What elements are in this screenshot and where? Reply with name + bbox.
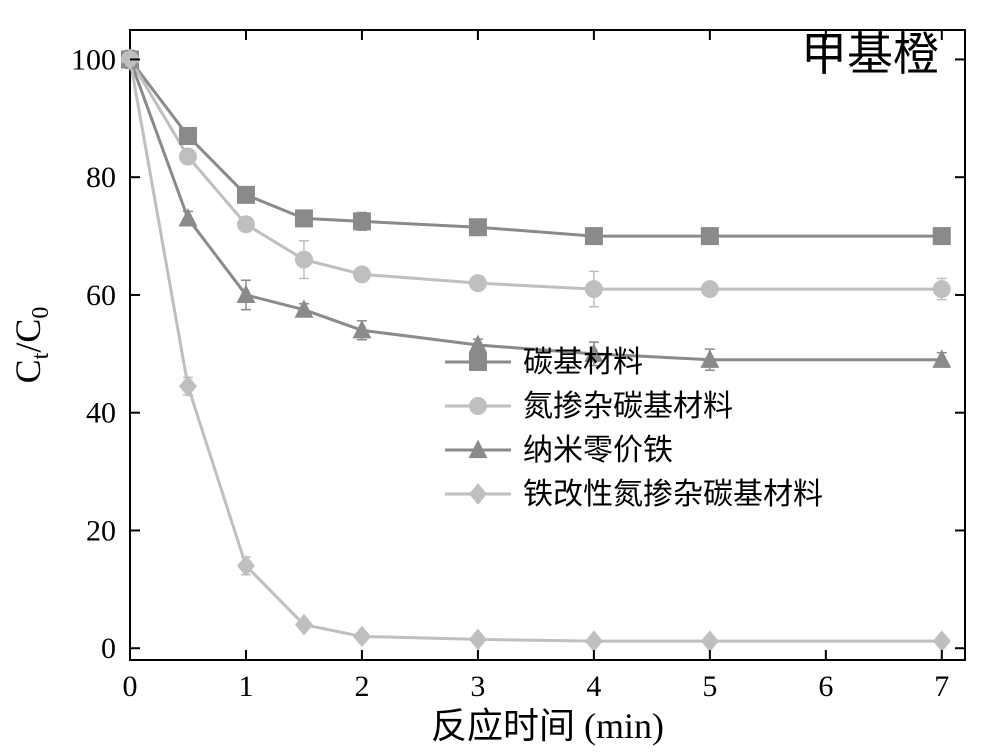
marker-triangle: [179, 208, 198, 226]
marker-square: [585, 227, 603, 245]
marker-square: [295, 209, 313, 227]
marker-diamond: [585, 630, 603, 652]
marker-square: [933, 227, 951, 245]
legend-label: 铁改性氮掺杂碳基材料: [523, 478, 823, 511]
x-tick-label: 5: [702, 670, 717, 703]
series-line-0: [130, 59, 942, 236]
marker-square: [353, 212, 371, 230]
x-tick-label: 6: [818, 670, 833, 703]
marker-square: [469, 353, 487, 371]
marker-circle: [237, 215, 255, 233]
marker-circle: [179, 148, 197, 166]
marker-square: [237, 186, 255, 204]
y-tick-label: 40: [86, 397, 116, 430]
y-tick-label: 0: [101, 632, 116, 665]
y-tick-label: 100: [71, 43, 116, 76]
marker-circle: [585, 280, 603, 298]
marker-circle: [933, 280, 951, 298]
series-line-1: [130, 59, 942, 289]
x-tick-label: 4: [586, 670, 601, 703]
marker-diamond: [469, 483, 487, 505]
x-tick-label: 0: [123, 670, 138, 703]
x-tick-label: 7: [934, 670, 949, 703]
series-points-2: [121, 49, 952, 370]
marker-square: [179, 127, 197, 145]
marker-square: [701, 227, 719, 245]
y-tick-label: 20: [86, 514, 116, 547]
x-tick-label: 3: [470, 670, 485, 703]
marker-diamond: [353, 626, 371, 648]
marker-circle: [295, 251, 313, 269]
marker-diamond: [701, 630, 719, 652]
marker-diamond: [469, 629, 487, 651]
marker-circle: [353, 265, 371, 283]
marker-circle: [469, 397, 487, 415]
chart-container: 0 1 2 3 4 5 6 7 0 20 40 60 80 100 反应时间 (min) Ct/C0 甲基橙碳基…: [0, 0, 1000, 755]
legend-label: 氮掺杂碳基材料: [523, 390, 733, 423]
marker-diamond: [933, 630, 951, 652]
x-tick-label: 2: [354, 670, 369, 703]
chart-title: 甲基橙: [801, 29, 939, 80]
line-chart: 0 1 2 3 4 5 6 7 0 20 40 60 80 100 反应时间 (min) Ct/C0 甲基橙碳基…: [0, 0, 1000, 755]
marker-square: [469, 218, 487, 236]
y-tick-label: 80: [86, 161, 116, 194]
series-line-2: [130, 59, 942, 359]
x-axis-label: 反应时间 (min): [431, 706, 664, 746]
series-points-1: [121, 50, 951, 306]
marker-diamond: [179, 375, 197, 397]
legend-label: 纳米零价铁: [523, 434, 673, 467]
marker-circle: [469, 274, 487, 292]
y-axis-label: Ct/C0: [8, 307, 54, 384]
y-tick-label: 60: [86, 279, 116, 312]
plot-frame: [130, 30, 965, 660]
x-tick-label: 1: [238, 670, 253, 703]
marker-circle: [701, 280, 719, 298]
legend-label: 碳基材料: [523, 346, 643, 379]
